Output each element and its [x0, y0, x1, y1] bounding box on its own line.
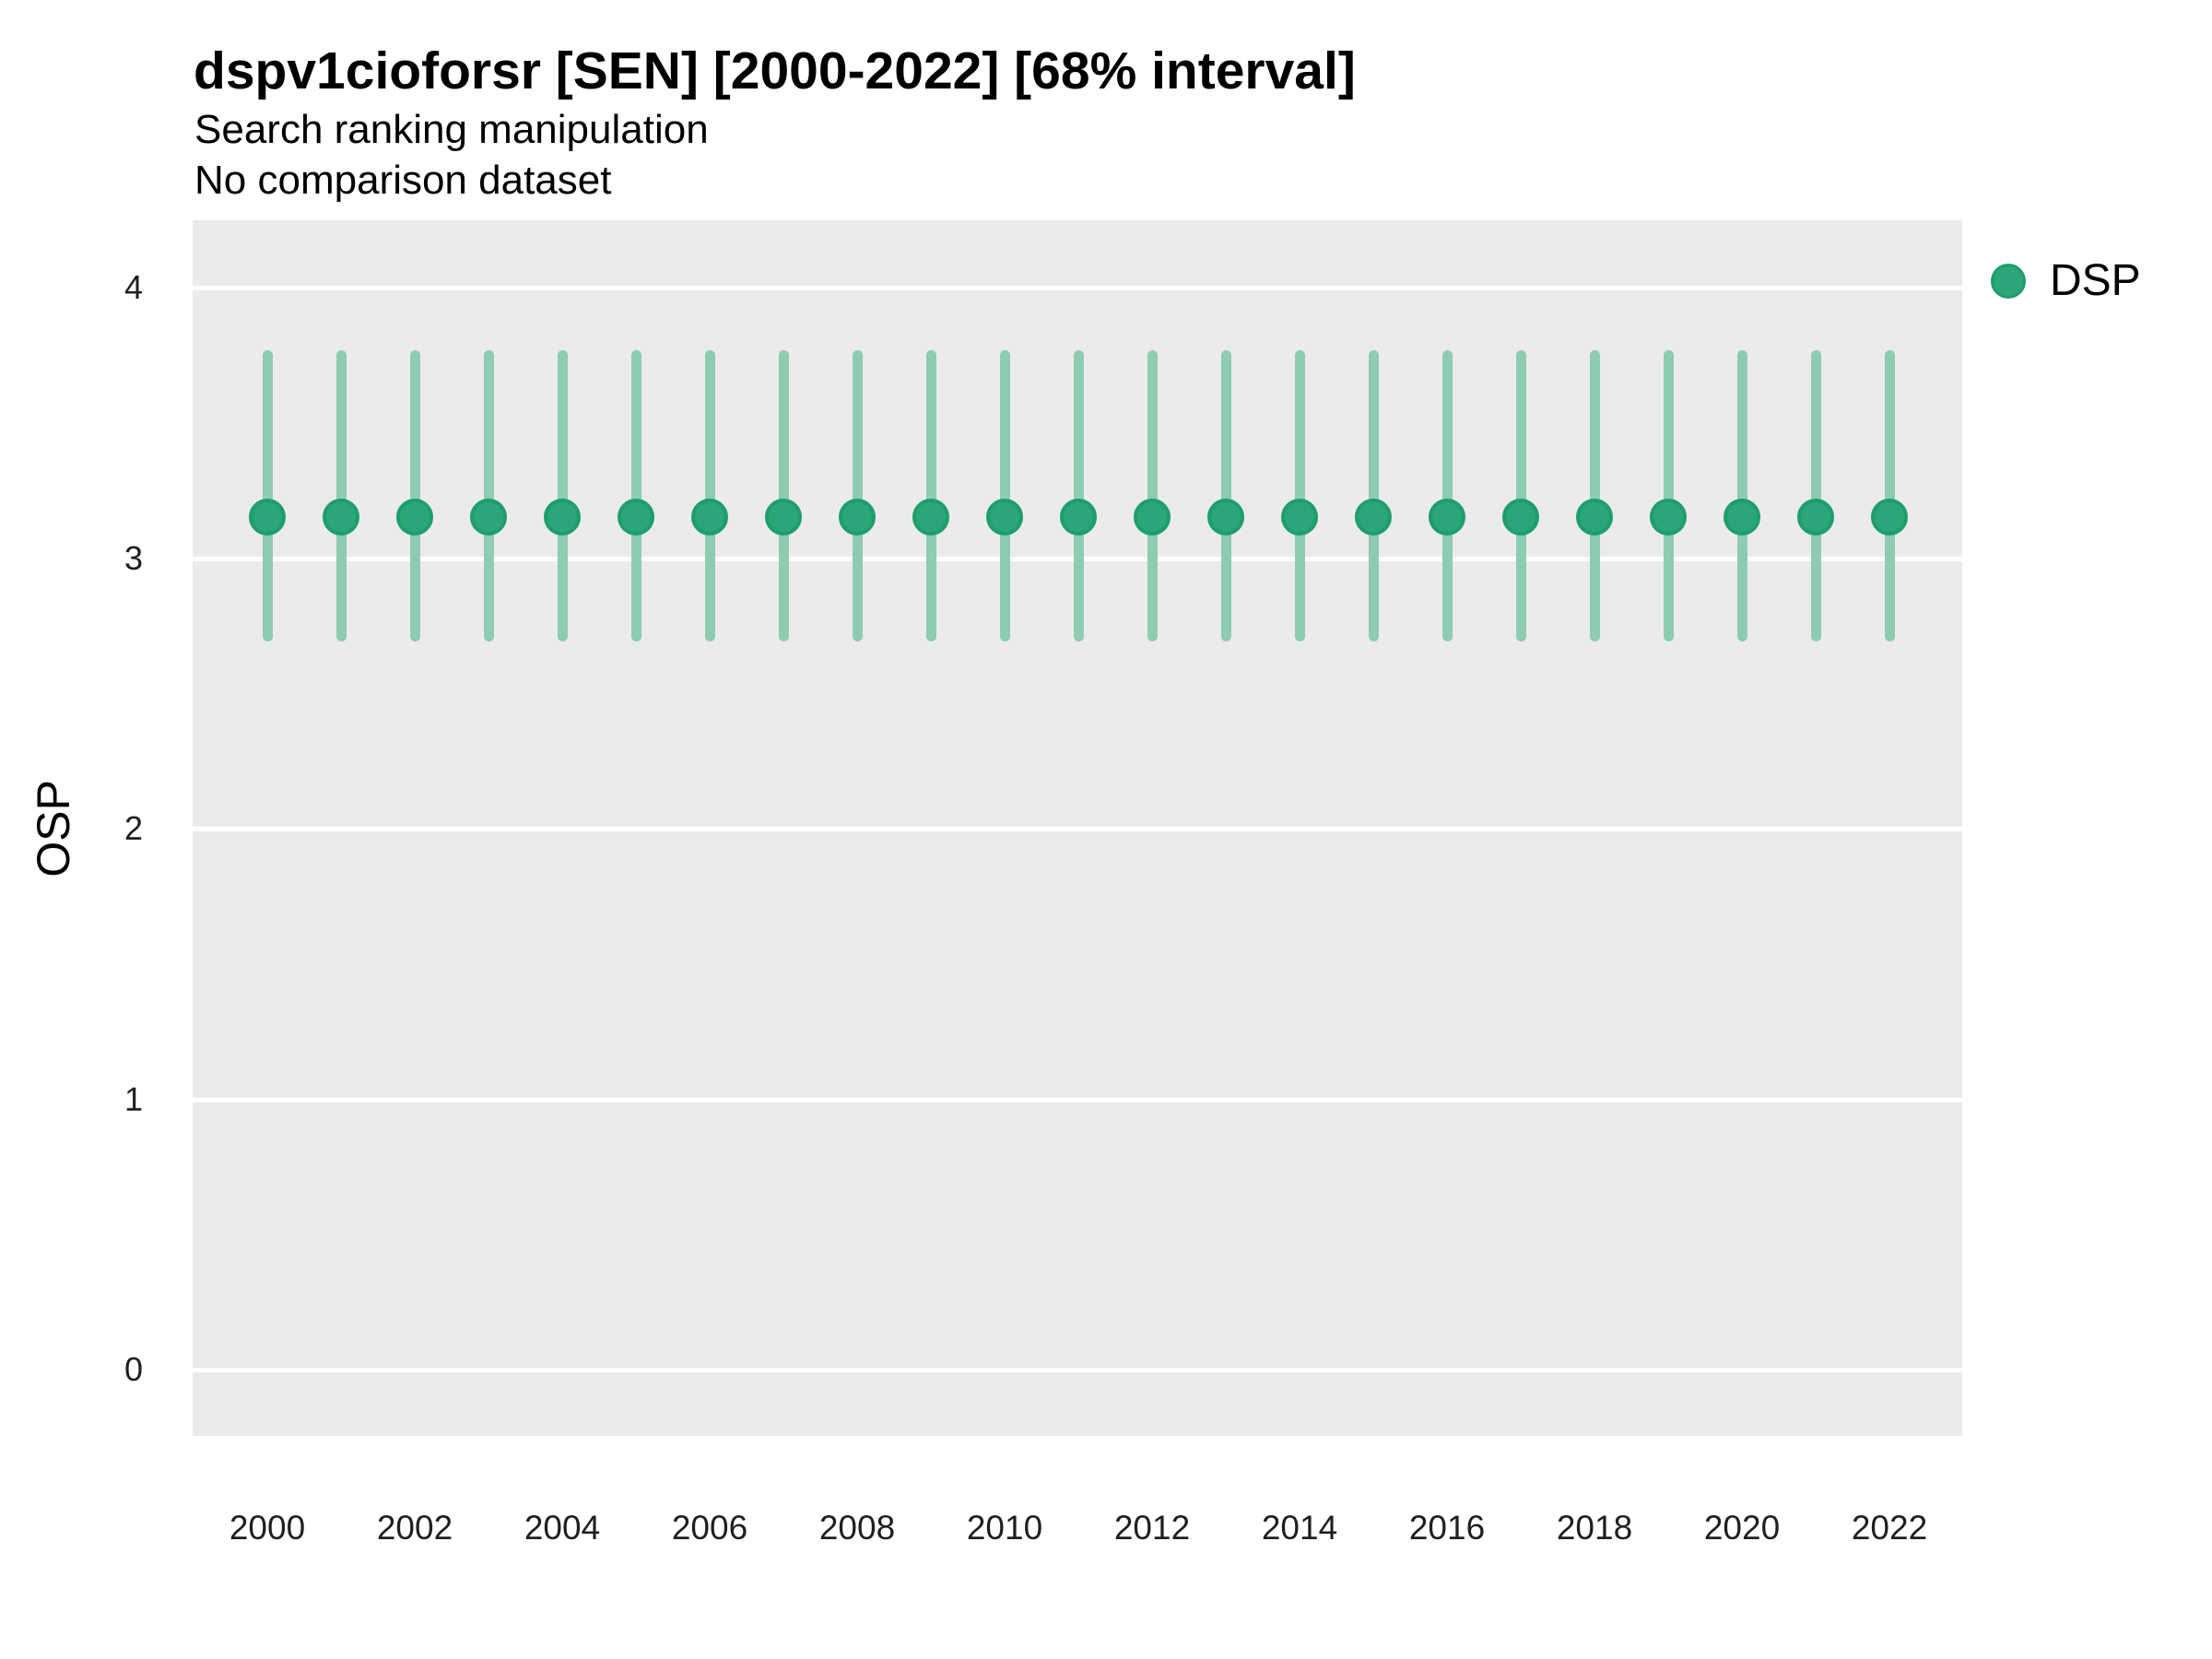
- data-point-2022: [1871, 499, 1908, 536]
- data-point-2021: [1797, 499, 1834, 536]
- data-point-2001: [323, 499, 359, 536]
- legend-label: DSP: [2050, 256, 2141, 305]
- error-bar-2007: [778, 349, 789, 642]
- data-point-2010: [986, 499, 1023, 536]
- error-bar-2012: [1147, 349, 1158, 642]
- legend: DSP: [1991, 255, 2141, 306]
- error-bar-2002: [409, 349, 420, 642]
- x-tick-label-2008: 2008: [818, 1509, 896, 1547]
- data-point-2014: [1281, 499, 1318, 536]
- data-point-2004: [544, 499, 581, 536]
- data-point-2019: [1650, 499, 1687, 536]
- data-point-2003: [470, 499, 507, 536]
- x-tick-label-2004: 2004: [524, 1509, 601, 1547]
- error-bar-2001: [335, 349, 347, 642]
- x-tick-label-2000: 2000: [229, 1509, 306, 1547]
- error-bar-2022: [1884, 349, 1895, 642]
- error-bar-2005: [630, 349, 641, 642]
- data-point-2020: [1724, 499, 1760, 536]
- gridline-y-4: [193, 286, 1962, 290]
- data-point-2015: [1355, 499, 1392, 536]
- gridline-y-0: [193, 1368, 1962, 1372]
- gridline-y-1: [193, 1097, 1962, 1102]
- x-tick-label-2014: 2014: [1261, 1509, 1338, 1547]
- data-point-2017: [1502, 499, 1539, 536]
- y-tick-label-2: 2: [124, 809, 143, 847]
- plot-panel: [193, 220, 1962, 1436]
- chart-subtitle-2: No comparison dataset: [194, 158, 612, 203]
- error-bar-2004: [557, 349, 568, 642]
- error-bar-2000: [262, 349, 273, 642]
- y-tick-label-4: 4: [124, 268, 143, 306]
- data-point-2011: [1060, 499, 1097, 536]
- data-point-2009: [912, 499, 949, 536]
- x-tick-label-2022: 2022: [1851, 1509, 1928, 1547]
- error-bar-2003: [483, 349, 494, 642]
- x-tick-label-2016: 2016: [1408, 1509, 1486, 1547]
- data-point-2006: [691, 499, 728, 536]
- error-bar-2015: [1368, 349, 1379, 642]
- error-bar-2011: [1073, 349, 1084, 642]
- error-bar-2021: [1810, 349, 1821, 642]
- chart-subtitle: Search ranking manipulation: [194, 107, 709, 152]
- error-bar-2014: [1294, 349, 1305, 642]
- x-tick-label-2018: 2018: [1556, 1509, 1633, 1547]
- error-bar-2008: [852, 349, 863, 642]
- error-bar-2016: [1441, 349, 1453, 642]
- data-point-2005: [618, 499, 654, 536]
- data-point-2018: [1576, 499, 1613, 536]
- y-tick-label-0: 0: [124, 1350, 143, 1388]
- data-point-2002: [396, 499, 433, 536]
- error-bar-2019: [1663, 349, 1674, 642]
- data-point-2012: [1134, 499, 1171, 536]
- error-bar-2018: [1589, 349, 1600, 642]
- gridline-y-2: [193, 827, 1962, 831]
- data-point-2000: [249, 499, 286, 536]
- error-bar-2009: [925, 349, 936, 642]
- error-bar-2017: [1515, 349, 1526, 642]
- y-tick-label-1: 1: [124, 1079, 143, 1118]
- error-bar-2013: [1220, 349, 1231, 642]
- data-point-2016: [1429, 499, 1465, 536]
- error-bar-2006: [704, 349, 715, 642]
- error-bar-2010: [999, 349, 1010, 642]
- x-tick-label-2012: 2012: [1113, 1509, 1191, 1547]
- x-tick-label-2020: 2020: [1703, 1509, 1781, 1547]
- error-bar-2020: [1736, 349, 1747, 642]
- data-point-2007: [765, 499, 802, 536]
- y-tick-label-3: 3: [124, 538, 143, 577]
- x-tick-label-2006: 2006: [671, 1509, 748, 1547]
- data-point-2013: [1207, 499, 1244, 536]
- x-tick-label-2002: 2002: [376, 1509, 453, 1547]
- data-point-2008: [839, 499, 876, 536]
- x-tick-label-2010: 2010: [966, 1509, 1043, 1547]
- legend-point-icon: [1991, 263, 2026, 299]
- chart-title: dspv1cioforsr [SEN] [2000-2022] [68% int…: [194, 41, 1356, 100]
